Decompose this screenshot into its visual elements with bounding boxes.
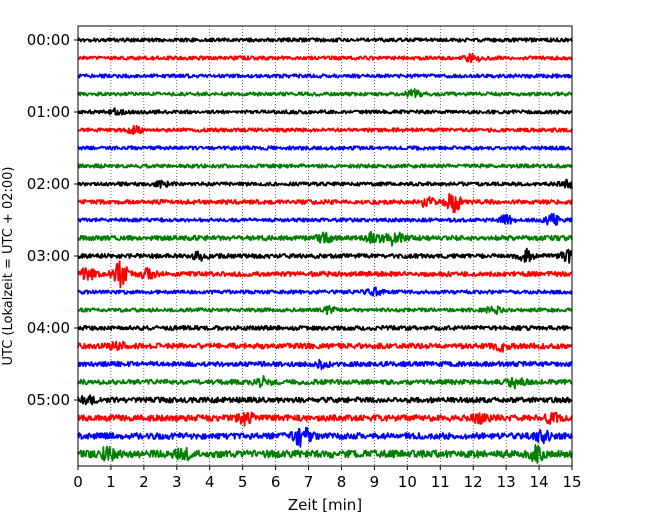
x-tick-label: 1 <box>106 473 116 491</box>
trace-0115 <box>77 124 573 136</box>
y-tick-label: 03:00 <box>27 247 70 265</box>
trace-0515 <box>77 411 573 427</box>
trace-0530 <box>77 426 573 448</box>
y-tick-label: 00:00 <box>27 31 70 49</box>
x-tick-label: 4 <box>205 473 215 491</box>
trace-0400 <box>77 324 573 332</box>
x-tick-label: 3 <box>172 473 182 491</box>
trace-0130 <box>77 145 573 151</box>
trace-0215 <box>77 193 573 214</box>
trace-0330 <box>77 286 573 297</box>
trace-0315 <box>77 260 573 289</box>
trace-0230 <box>77 212 573 226</box>
trace-0000 <box>77 37 573 43</box>
plot-frame <box>77 25 573 467</box>
x-axis-label: Zeit [min] <box>288 496 362 514</box>
trace-0545 <box>77 443 573 465</box>
x-tick-label: 12 <box>464 473 483 491</box>
trace-0145 <box>77 163 573 169</box>
trace-0015 <box>77 52 573 64</box>
x-tick-label: 2 <box>139 473 149 491</box>
x-tick-label: 9 <box>370 473 380 491</box>
x-tick-label: 0 <box>73 473 83 491</box>
y-tick-label: 04:00 <box>27 319 70 337</box>
x-tick-label: 5 <box>238 473 248 491</box>
y-tick-label: 02:00 <box>27 175 70 193</box>
x-tick-label: 15 <box>562 473 581 491</box>
trace-0100 <box>77 107 573 116</box>
trace-0500 <box>77 394 573 406</box>
trace-0300 <box>77 247 573 264</box>
x-tick-label: 11 <box>431 473 450 491</box>
x-tick-label: 7 <box>304 473 314 491</box>
trace-0445 <box>77 374 573 390</box>
x-tick-label: 8 <box>337 473 347 491</box>
trace-0245 <box>77 230 573 247</box>
grid-lines <box>110 26 540 466</box>
x-tick-label: 14 <box>530 473 549 491</box>
trace-0030 <box>77 73 573 79</box>
seismic-traces <box>77 37 573 465</box>
trace-0415 <box>77 340 573 353</box>
x-tick-label: 10 <box>398 473 417 491</box>
trace-0045 <box>77 88 573 99</box>
x-axis-ticks: 0 1 2 3 4 5 6 7 8 9 10 11 12 13 14 15 <box>73 466 582 491</box>
x-tick-label: 6 <box>271 473 281 491</box>
trace-0345 <box>77 304 573 316</box>
trace-0200 <box>77 178 573 189</box>
trace-0430 <box>77 358 573 371</box>
y-axis-ticks: 00:00 01:00 02:00 03:00 04:00 05:00 <box>27 31 78 409</box>
y-tick-label: 05:00 <box>27 391 70 409</box>
y-tick-label: 01:00 <box>27 103 70 121</box>
x-tick-label: 13 <box>497 473 516 491</box>
y-axis-label: UTC (Lokalzeit = UTC + 02:00) <box>1 167 16 366</box>
